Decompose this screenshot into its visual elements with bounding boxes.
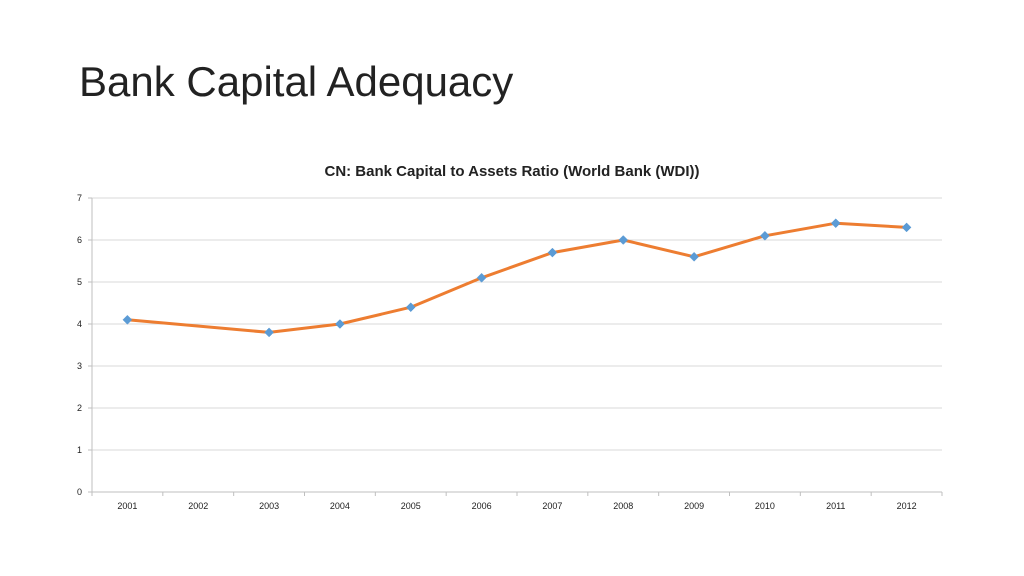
x-tick-label: 2012 xyxy=(897,501,917,511)
y-tick-label: 7 xyxy=(77,193,82,203)
x-tick-label: 2003 xyxy=(259,501,279,511)
x-tick-label: 2004 xyxy=(330,501,350,511)
x-tick-label: 2001 xyxy=(117,501,137,511)
x-tick-label: 2011 xyxy=(826,501,845,511)
series-layer xyxy=(122,218,912,338)
data-point-marker xyxy=(547,247,558,258)
x-tick-label: 2002 xyxy=(188,501,208,511)
gridlines xyxy=(92,197,942,451)
data-point-marker xyxy=(689,251,699,262)
y-tick-labels: 0 1 2 3 4 5 6 7 xyxy=(77,193,82,497)
y-tick-label: 6 xyxy=(77,235,82,245)
chart-title: CN: Bank Capital to Assets Ratio (World … xyxy=(324,163,700,180)
data-point-marker xyxy=(618,235,629,245)
data-point-marker xyxy=(901,222,912,233)
x-tick-label: 2005 xyxy=(401,501,421,511)
x-tick-label: 2009 xyxy=(684,501,704,511)
y-tick-label: 2 xyxy=(77,403,82,413)
data-point-marker xyxy=(476,272,487,283)
y-tick-label: 0 xyxy=(77,487,82,497)
x-tick-labels: 2001 2002 2003 2004 2005 2006 2007 2008 2009 2010… xyxy=(117,501,916,511)
y-tick-label: 1 xyxy=(77,445,82,455)
axes xyxy=(88,197,943,496)
data-point-marker xyxy=(830,218,841,229)
slide-title: Bank Capital Adequacy xyxy=(79,58,514,105)
data-point-marker xyxy=(122,314,133,325)
data-point-marker xyxy=(335,319,345,329)
data-point-marker xyxy=(405,302,416,313)
x-tick-label: 2007 xyxy=(542,501,562,511)
y-tick-label: 5 xyxy=(77,277,82,287)
y-tick-label: 3 xyxy=(77,361,82,371)
y-tick-label: 4 xyxy=(77,319,82,329)
x-tick-label: 2008 xyxy=(613,501,633,511)
data-point-marker xyxy=(760,230,770,241)
x-tick-label: 2010 xyxy=(755,501,775,511)
data-point-marker xyxy=(264,327,274,338)
x-tick-label: 2006 xyxy=(472,501,492,511)
